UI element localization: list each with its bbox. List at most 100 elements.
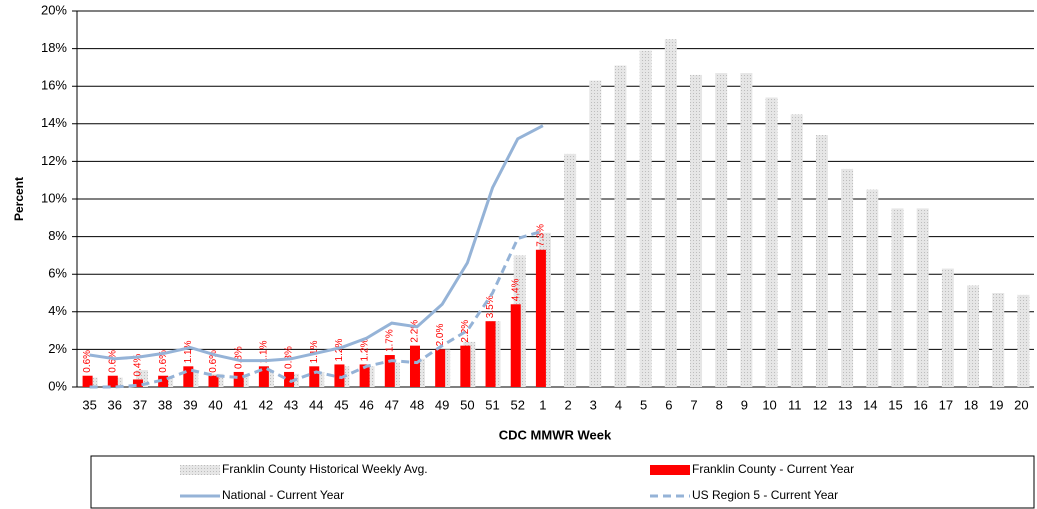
bar xyxy=(535,249,546,387)
x-axis-label: CDC MMWR Week xyxy=(499,427,612,442)
bar xyxy=(815,135,828,387)
x-tick-label: 8 xyxy=(716,397,723,412)
x-tick-label: 48 xyxy=(410,397,424,412)
x-tick-label: 5 xyxy=(640,397,647,412)
bar xyxy=(916,208,929,387)
x-tick-label: 3 xyxy=(590,397,597,412)
bar xyxy=(485,321,496,387)
y-tick-label: 0% xyxy=(48,378,67,393)
bar xyxy=(614,65,627,388)
x-tick-label: 42 xyxy=(259,397,273,412)
bar xyxy=(258,366,269,387)
legend-label: US Region 5 - Current Year xyxy=(692,488,838,502)
data-label: 2.2% xyxy=(410,320,421,343)
x-tick-label: 20 xyxy=(1014,397,1028,412)
y-tick-label: 14% xyxy=(41,115,67,130)
x-tick-label: 2 xyxy=(564,397,571,412)
x-tick-label: 9 xyxy=(741,397,748,412)
x-tick-label: 41 xyxy=(233,397,247,412)
x-tick-label: 39 xyxy=(183,397,197,412)
line xyxy=(89,124,544,363)
data-label: 0.6% xyxy=(82,350,93,373)
data-label: 0.8% xyxy=(233,346,244,369)
data-label: 4.4% xyxy=(510,278,521,301)
data-label: 2.0% xyxy=(435,323,446,346)
bar xyxy=(284,371,295,387)
bar xyxy=(589,80,602,387)
legend-swatch xyxy=(650,465,690,475)
bar xyxy=(309,366,320,387)
x-tick-label: 16 xyxy=(913,397,927,412)
bar xyxy=(967,285,980,387)
legend-label: Franklin County - Current Year xyxy=(692,462,854,476)
x-tick-label: 12 xyxy=(813,397,827,412)
bar xyxy=(639,50,652,387)
bar xyxy=(510,304,521,387)
y-tick-label: 8% xyxy=(48,228,67,243)
data-label: 0.6% xyxy=(158,350,169,373)
x-tick-label: 37 xyxy=(133,397,147,412)
x-tick-label: 7 xyxy=(690,397,697,412)
x-tick-label: 46 xyxy=(359,397,373,412)
x-tick-label: 36 xyxy=(108,397,122,412)
x-tick-label: 43 xyxy=(284,397,298,412)
bar xyxy=(790,114,803,388)
y-tick-label: 18% xyxy=(41,40,67,55)
y-tick-label: 16% xyxy=(41,78,67,93)
bar xyxy=(359,364,370,387)
x-tick-label: 47 xyxy=(385,397,399,412)
bar xyxy=(208,375,219,387)
data-label: 1.1% xyxy=(259,340,270,363)
bar xyxy=(384,355,395,387)
bar xyxy=(564,153,577,387)
x-tick-label: 40 xyxy=(208,397,222,412)
data-label: 0.6% xyxy=(208,350,219,373)
bar xyxy=(132,379,143,387)
x-tick-label: 50 xyxy=(460,397,474,412)
x-tick-label: 51 xyxy=(485,397,499,412)
x-tick-label: 44 xyxy=(309,397,323,412)
x-tick-label: 38 xyxy=(158,397,172,412)
bar xyxy=(715,73,728,387)
bar xyxy=(866,189,879,387)
bar xyxy=(664,39,677,387)
x-tick-label: 18 xyxy=(964,397,978,412)
x-tick-label: 19 xyxy=(989,397,1003,412)
data-label: 1.2% xyxy=(334,339,345,362)
y-tick-label: 12% xyxy=(41,153,67,168)
data-label: 0.6% xyxy=(107,350,118,373)
x-tick-label: 15 xyxy=(888,397,902,412)
bar xyxy=(690,74,703,388)
bar xyxy=(107,375,118,387)
x-tick-label: 4 xyxy=(615,397,622,412)
data-label: 3.5% xyxy=(485,295,496,318)
bar xyxy=(891,208,904,387)
bar xyxy=(409,345,420,387)
x-tick-label: 49 xyxy=(435,397,449,412)
bar xyxy=(740,73,753,387)
x-tick-label: 45 xyxy=(334,397,348,412)
x-tick-label: 10 xyxy=(762,397,776,412)
bar xyxy=(233,371,244,387)
y-tick-label: 20% xyxy=(41,2,67,17)
bar xyxy=(460,345,471,387)
data-label: 1.1% xyxy=(183,340,194,363)
legend-label: National - Current Year xyxy=(222,488,344,502)
x-tick-label: 17 xyxy=(939,397,953,412)
data-label: 1.2% xyxy=(359,339,370,362)
x-tick-label: 6 xyxy=(665,397,672,412)
legend xyxy=(90,455,1035,509)
x-tick-label: 1 xyxy=(539,397,546,412)
data-label: 0.4% xyxy=(133,354,144,377)
data-label: 1.7% xyxy=(384,329,395,352)
x-tick-label: 11 xyxy=(788,397,802,412)
y-tick-label: 4% xyxy=(48,303,67,318)
bar xyxy=(435,349,446,387)
y-tick-label: 6% xyxy=(48,266,67,281)
data-label: 1.1% xyxy=(309,340,320,363)
bar xyxy=(82,375,93,387)
bar xyxy=(183,366,194,387)
data-label: 7.3% xyxy=(536,224,547,247)
x-tick-label: 35 xyxy=(82,397,96,412)
bar xyxy=(334,364,345,387)
